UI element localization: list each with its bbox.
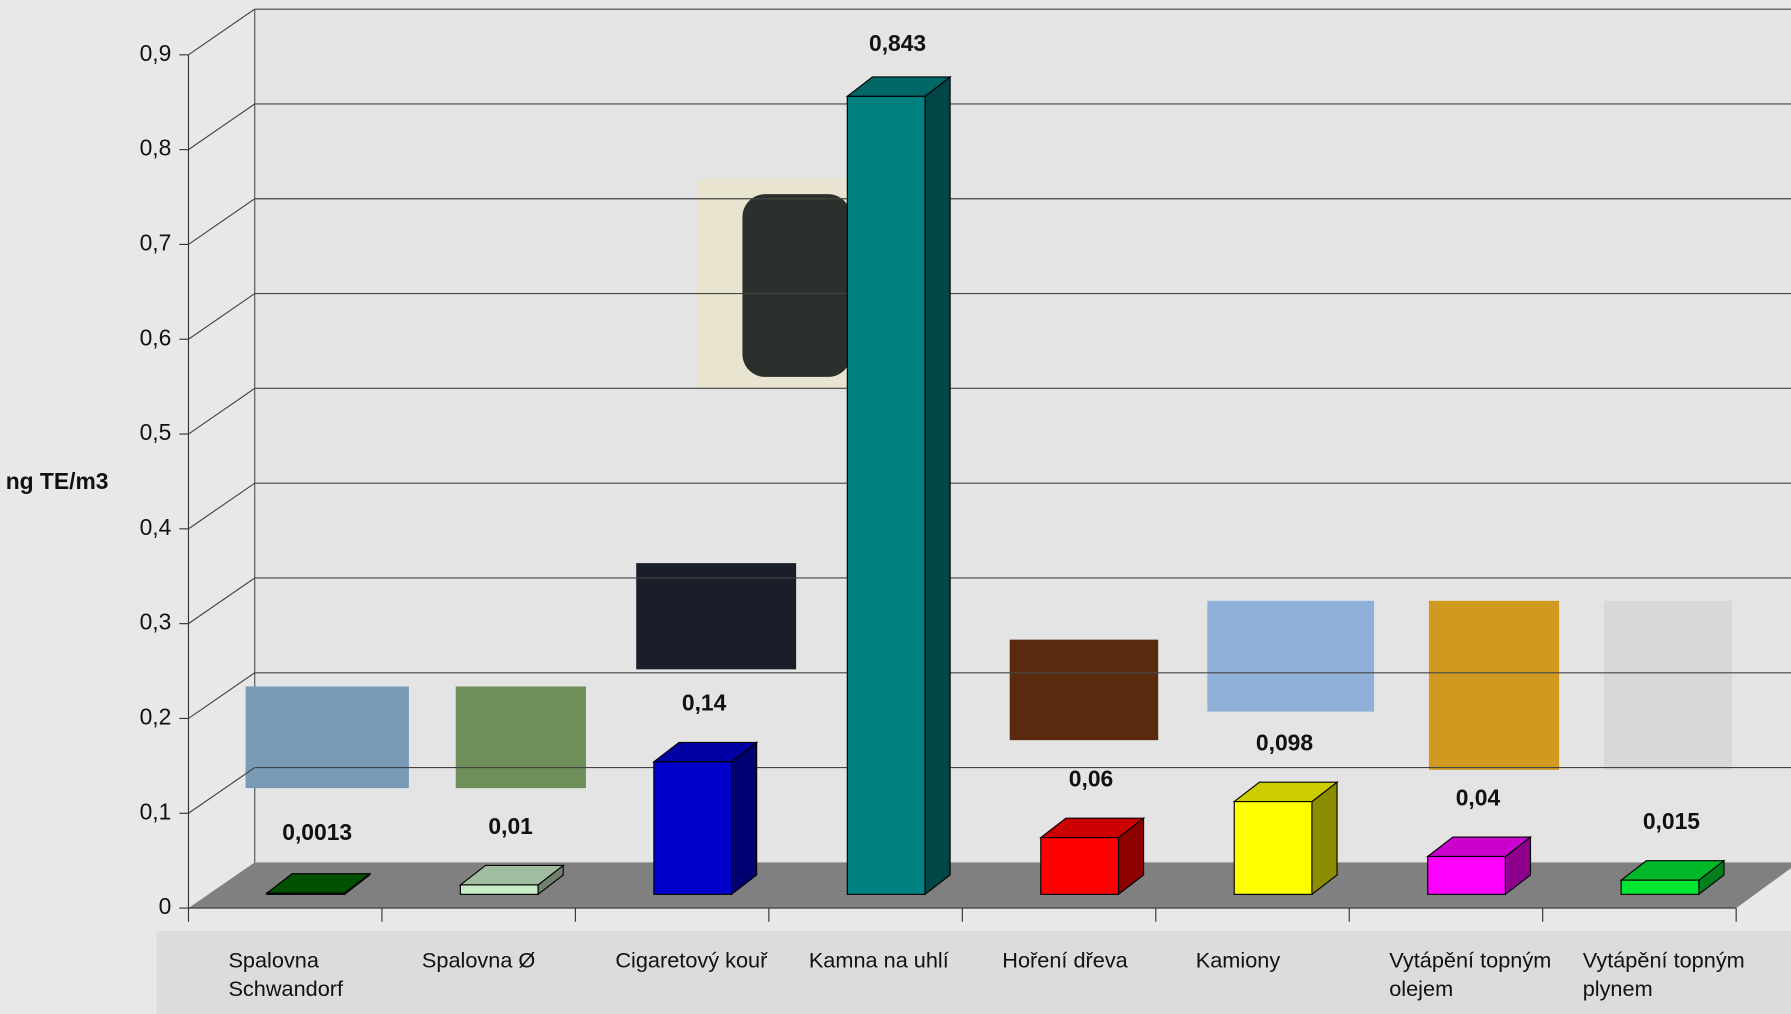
x-tick-label: Kamiony [1195, 949, 1281, 974]
category-label-box: Spalovna Schwandorf [228, 949, 344, 1002]
category-label-box: Cigaretový kouř [615, 949, 768, 974]
floor [188, 862, 1791, 909]
bar-side [730, 741, 758, 896]
picture [245, 686, 409, 789]
bar [266, 892, 346, 895]
category-label-box: Kamna na uhlí [808, 949, 949, 974]
value-label: 0,01 [488, 813, 533, 839]
x-tick-label: Hoření dřeva [1002, 949, 1128, 974]
grid-line [188, 672, 256, 719]
category-band [156, 930, 1791, 1014]
value-label: 0,843 [869, 30, 926, 56]
picture [636, 563, 797, 670]
bar [1040, 836, 1120, 895]
bar [846, 95, 926, 895]
bar [653, 761, 733, 895]
category-label-box: Hoření dřeva [1002, 949, 1128, 974]
x-tick-label: Spalovna Schwandorf [228, 949, 344, 1002]
y-axis-label: ng TE/m3 [6, 468, 109, 494]
grid-line [188, 577, 256, 625]
category-label-box: Spalovna Ø [421, 949, 536, 974]
grid-line [188, 103, 256, 151]
picture [1207, 600, 1375, 712]
grid-line [188, 8, 256, 56]
y-tick-label: 0,6 [140, 324, 172, 350]
category-label-box: Vytápění topným olejem [1389, 949, 1552, 1002]
x-tick-label: Vytápění topným olejem [1389, 949, 1552, 1002]
y-tick-label: 0,2 [140, 703, 172, 729]
x-tick-label: Spalovna Ø [421, 949, 536, 974]
picture [1009, 639, 1159, 741]
value-label: 0,015 [1643, 808, 1700, 834]
x-tick-label: Vytápění topným plynem [1582, 949, 1745, 1002]
category-label-box: Vytápění topným plynem [1582, 949, 1745, 1002]
picture [1603, 600, 1732, 770]
value-label: 0,04 [1456, 784, 1501, 810]
grid-line [188, 482, 256, 530]
value-label: 0,06 [1069, 765, 1113, 791]
grid-line [188, 387, 256, 435]
bar [1620, 879, 1700, 895]
picture [742, 194, 851, 377]
y-tick-label: 0,9 [140, 40, 172, 66]
grid-line [188, 767, 256, 814]
y-tick-label: 0,3 [140, 609, 172, 635]
bar-side [924, 75, 951, 896]
y-tick-label: 0,4 [140, 514, 172, 540]
y-tick-label: 0,8 [140, 135, 172, 161]
y-tick-label: 0,5 [140, 419, 172, 445]
grid-line [188, 293, 256, 340]
value-label: 0,0013 [282, 819, 352, 845]
value-label: 0,14 [682, 690, 727, 716]
y-tick-label: 0,1 [140, 798, 172, 824]
x-tick-label: Cigaretový kouř [615, 949, 768, 974]
plot: ng TE/m3 0 0,1 0,2 0,3 0,4 0,5 0,6 0,7 0,8 0,9 0,0… [6, 8, 1791, 1014]
y-tick-label: 0 [159, 893, 172, 919]
y-tick-label: 0,7 [140, 229, 172, 255]
picture [1428, 600, 1560, 770]
bar [459, 884, 539, 895]
picture [455, 686, 586, 789]
grid-line [188, 198, 256, 245]
bar [1427, 855, 1506, 895]
value-label: 0,098 [1256, 730, 1313, 756]
bar [1233, 801, 1313, 895]
x-tick-label: Kamna na uhlí [808, 949, 949, 974]
category-label-box: Kamiony [1195, 949, 1281, 974]
